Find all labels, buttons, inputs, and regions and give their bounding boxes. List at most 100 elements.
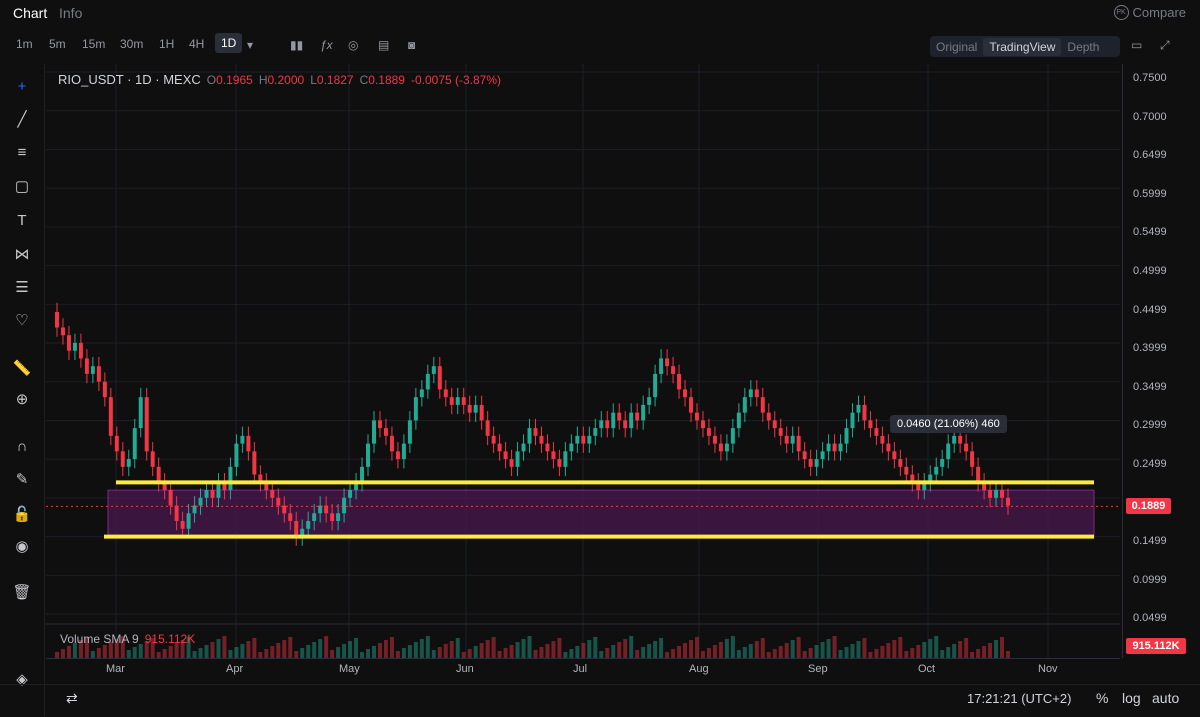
candle-body xyxy=(784,435,789,444)
candle-body xyxy=(527,428,532,444)
volume-bar xyxy=(419,639,424,658)
volume-bar xyxy=(156,652,161,658)
timeframe-1m[interactable]: 1m xyxy=(16,37,33,51)
zoom-icon[interactable]: ⊕ xyxy=(15,391,29,408)
percent-button[interactable]: % xyxy=(1096,690,1109,706)
volume-bar xyxy=(401,648,406,658)
candle-body xyxy=(306,521,311,529)
timeframe-5m[interactable]: 5m xyxy=(49,37,66,51)
volume-bar xyxy=(174,643,179,658)
compare-button[interactable]: PK Compare xyxy=(1113,5,1186,20)
price-axis[interactable]: 0.7500 0.7000 0.6499 0.5999 0.5499 0.4999 0.44… xyxy=(1122,64,1200,658)
volume-bar xyxy=(431,650,436,658)
candle-body xyxy=(712,435,717,444)
volume-bar xyxy=(581,643,586,658)
candle-body xyxy=(575,435,580,444)
timeframe-4h[interactable]: 4H xyxy=(189,37,205,51)
view-depth[interactable]: Depth xyxy=(1067,39,1100,54)
candle-body xyxy=(617,412,622,421)
view-original[interactable]: Original xyxy=(936,39,978,54)
layers-icon[interactable]: ◈ xyxy=(16,671,28,688)
candle-body xyxy=(168,490,173,506)
tab-chart[interactable]: Chart xyxy=(13,5,48,21)
volume-bar xyxy=(126,650,131,658)
prediction-icon[interactable]: ☰ xyxy=(15,279,29,296)
crosshair-icon[interactable]: + xyxy=(17,77,27,95)
log-button[interactable]: log xyxy=(1122,690,1141,706)
candle-body xyxy=(204,490,209,498)
volume-bar xyxy=(551,641,556,658)
eye-icon[interactable]: ◉ xyxy=(15,538,29,555)
volume-bar xyxy=(982,646,987,658)
current-price-tag: 0.1889 xyxy=(1126,498,1171,514)
timeframe-30m[interactable]: 30m xyxy=(120,37,144,51)
candle-body xyxy=(509,459,514,467)
volume-bar xyxy=(491,637,496,658)
candle-type-icon[interactable]: ▮▮ xyxy=(290,38,304,52)
candle-body xyxy=(455,397,460,405)
auto-button[interactable]: auto xyxy=(1152,690,1180,706)
time-axis[interactable]: Mar Apr May Jun Jul Aug Sep Oct Nov xyxy=(46,658,1120,679)
volume-bar xyxy=(898,637,903,658)
candle-body xyxy=(192,505,197,514)
timeframe-1d[interactable]: 1D xyxy=(215,33,243,53)
candle-body xyxy=(892,451,897,460)
text-icon[interactable]: T xyxy=(17,211,27,229)
lock-drawing-icon[interactable]: ✎ xyxy=(15,471,29,488)
candle-body xyxy=(742,397,747,413)
price-axis-label: 0.2999 xyxy=(1133,419,1167,432)
heart-icon[interactable]: ♡ xyxy=(15,312,29,329)
horizontal-lines-icon[interactable]: ≡ xyxy=(17,143,27,161)
lock-icon[interactable]: 🔓 xyxy=(12,506,32,523)
candle-body xyxy=(288,513,293,522)
volume-bar xyxy=(802,651,807,658)
pattern-icon[interactable]: ⋈ xyxy=(14,246,30,263)
indicators-icon[interactable]: ƒx xyxy=(320,38,333,52)
volume-bar xyxy=(958,641,963,658)
fullscreen-icon[interactable]: ⤢ xyxy=(1160,38,1170,52)
volume-bar xyxy=(736,650,741,658)
price-chart[interactable] xyxy=(46,64,1120,658)
magnet-icon[interactable]: ∩ xyxy=(16,437,28,455)
trend-line-icon[interactable]: ╱ xyxy=(17,111,27,128)
candle-body xyxy=(886,443,891,452)
candle-body xyxy=(120,451,125,467)
volume-bar xyxy=(569,649,574,658)
tab-info[interactable]: Info xyxy=(59,5,83,21)
candle-body xyxy=(874,428,879,436)
candle-body xyxy=(641,404,646,421)
volume-bar xyxy=(467,649,472,658)
price-axis-label: 0.1499 xyxy=(1133,535,1167,548)
settings-icon[interactable]: ◎ xyxy=(348,38,359,52)
candle-body xyxy=(258,474,263,483)
camera-icon[interactable]: ◙ xyxy=(408,38,416,52)
volume-bar xyxy=(856,641,861,658)
timeframe-dropdown-icon[interactable]: ▾ xyxy=(247,38,254,52)
candle-body xyxy=(563,451,568,467)
volume-bar xyxy=(647,644,652,658)
candle-body xyxy=(108,397,113,436)
layout-icon[interactable]: ▤ xyxy=(378,38,390,52)
view-tradingview[interactable]: TradingView xyxy=(983,37,1062,56)
rectangle-icon[interactable]: ▢ xyxy=(14,178,30,195)
timeframe-15m[interactable]: 15m xyxy=(82,37,106,51)
volume-bar xyxy=(312,642,317,658)
price-axis-label: 0.5999 xyxy=(1133,187,1167,200)
volume-bar xyxy=(90,651,95,658)
view-selector: Original TradingView Depth xyxy=(930,36,1120,57)
candle-body xyxy=(569,443,574,452)
candle-body xyxy=(946,443,951,460)
volume-bar xyxy=(671,649,676,658)
trash-icon[interactable]: 🗑 xyxy=(12,584,32,601)
volume-bar xyxy=(641,647,646,658)
ruler-icon[interactable]: 📏 xyxy=(12,360,32,377)
candle-body xyxy=(922,482,927,491)
volume-bar xyxy=(395,651,400,658)
candle-body xyxy=(354,482,359,491)
window-icon[interactable]: ▭ xyxy=(1131,38,1143,52)
calendar-icon[interactable]: ⇄ xyxy=(66,690,78,706)
timeframe-1h[interactable]: 1H xyxy=(159,37,175,51)
candle-body xyxy=(473,404,478,413)
volume-bar xyxy=(665,652,670,658)
candle-body xyxy=(324,505,329,514)
